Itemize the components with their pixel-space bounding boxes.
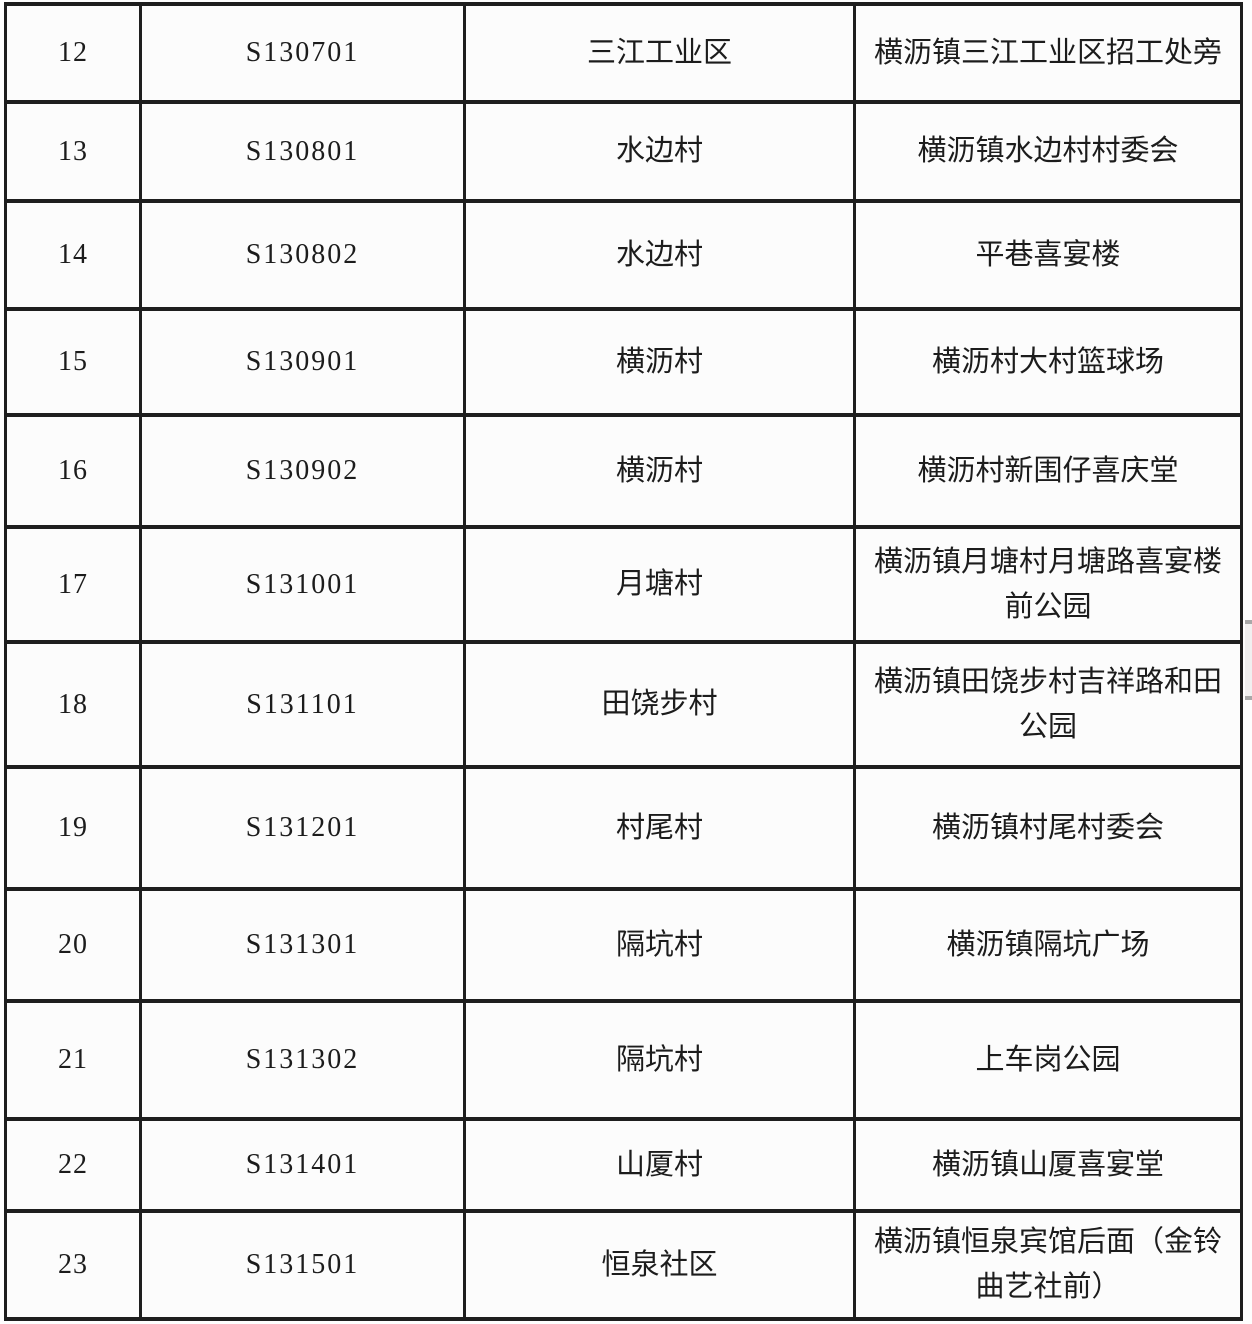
table-row: 16 S130902 横沥村 横沥村新围仔喜庆堂 (4, 413, 1243, 529)
cell-location: 横沥镇村尾村委会 (853, 765, 1243, 891)
table-row: 19 S131201 村尾村 横沥镇村尾村委会 (4, 765, 1243, 891)
cell-index: 12 (4, 2, 142, 104)
cell-location: 横沥村新围仔喜庆堂 (853, 413, 1243, 529)
scrollbar-thumb[interactable] (1245, 620, 1252, 700)
scrollbar-cap-top-icon (1245, 620, 1252, 624)
cell-location: 横沥村大村篮球场 (853, 307, 1243, 417)
cell-village: 三江工业区 (463, 2, 856, 104)
cell-village: 恒泉社区 (463, 1209, 856, 1321)
polling-station-table: 12 S130701 三江工业区 横沥镇三江工业区招工处旁 13 S130801 水边村 横沥… (4, 2, 1243, 1321)
cell-index: 16 (4, 413, 142, 529)
cell-code: S130902 (139, 413, 466, 529)
cell-village: 田饶步村 (463, 640, 856, 769)
cell-code: S131301 (139, 887, 466, 1003)
cell-location: 平巷喜宴楼 (853, 199, 1243, 311)
table-body: 12 S130701 三江工业区 横沥镇三江工业区招工处旁 13 S130801 水边村 横沥… (4, 2, 1243, 1321)
cell-village: 隔坑村 (463, 999, 856, 1121)
cell-code: S131101 (139, 640, 466, 769)
table-row: 21 S131302 隔坑村 上车岗公园 (4, 999, 1243, 1121)
cell-index: 20 (4, 887, 142, 1003)
cell-index: 17 (4, 525, 142, 644)
cell-code: S131501 (139, 1209, 466, 1321)
cell-village: 横沥村 (463, 307, 856, 417)
table-row: 13 S130801 水边村 横沥镇水边村村委会 (4, 100, 1243, 203)
cell-index: 23 (4, 1209, 142, 1321)
table-row: 17 S131001 月塘村 横沥镇月塘村月塘路喜宴楼前公园 (4, 525, 1243, 644)
cell-village: 山厦村 (463, 1117, 856, 1213)
table-row: 12 S130701 三江工业区 横沥镇三江工业区招工处旁 (4, 2, 1243, 104)
scrollbar-cap-bottom-icon (1245, 696, 1252, 700)
cell-code: S130801 (139, 100, 466, 203)
table-row: 15 S130901 横沥村 横沥村大村篮球场 (4, 307, 1243, 417)
cell-code: S130701 (139, 2, 466, 104)
cell-index: 15 (4, 307, 142, 417)
table-row: 22 S131401 山厦村 横沥镇山厦喜宴堂 (4, 1117, 1243, 1213)
cell-code: S131401 (139, 1117, 466, 1213)
cell-village: 水边村 (463, 199, 856, 311)
cell-index: 14 (4, 199, 142, 311)
table-row: 23 S131501 恒泉社区 横沥镇恒泉宾馆后面（金铃曲艺社前） (4, 1209, 1243, 1321)
cell-index: 13 (4, 100, 142, 203)
cell-village: 横沥村 (463, 413, 856, 529)
cell-location: 横沥镇田饶步村吉祥路和田公园 (853, 640, 1243, 769)
cell-code: S130901 (139, 307, 466, 417)
cell-code: S130802 (139, 199, 466, 311)
cell-code: S131201 (139, 765, 466, 891)
cell-village: 村尾村 (463, 765, 856, 891)
table-row: 14 S130802 水边村 平巷喜宴楼 (4, 199, 1243, 311)
cell-location: 横沥镇恒泉宾馆后面（金铃曲艺社前） (853, 1209, 1243, 1321)
cell-location: 横沥镇山厦喜宴堂 (853, 1117, 1243, 1213)
cell-index: 21 (4, 999, 142, 1121)
cell-code: S131302 (139, 999, 466, 1121)
cell-index: 19 (4, 765, 142, 891)
cell-code: S131001 (139, 525, 466, 644)
cell-village: 水边村 (463, 100, 856, 203)
cell-index: 22 (4, 1117, 142, 1213)
cell-village: 隔坑村 (463, 887, 856, 1003)
cell-location: 横沥镇水边村村委会 (853, 100, 1243, 203)
cell-index: 18 (4, 640, 142, 769)
cell-location: 上车岗公园 (853, 999, 1243, 1121)
cell-location: 横沥镇三江工业区招工处旁 (853, 2, 1243, 104)
table-row: 18 S131101 田饶步村 横沥镇田饶步村吉祥路和田公园 (4, 640, 1243, 769)
cell-location: 横沥镇隔坑广场 (853, 887, 1243, 1003)
cell-village: 月塘村 (463, 525, 856, 644)
table-row: 20 S131301 隔坑村 横沥镇隔坑广场 (4, 887, 1243, 1003)
cell-location: 横沥镇月塘村月塘路喜宴楼前公园 (853, 525, 1243, 644)
